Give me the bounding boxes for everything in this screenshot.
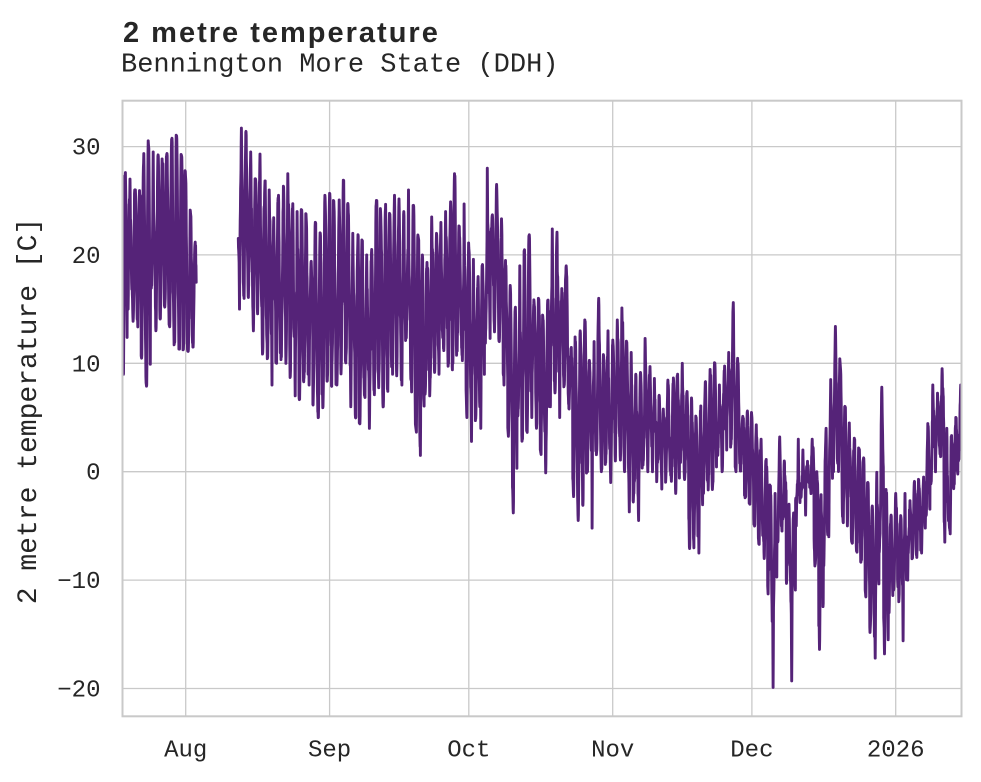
svg-text:10: 10 xyxy=(72,352,101,379)
svg-text:−10: −10 xyxy=(57,569,100,596)
svg-text:2026: 2026 xyxy=(867,738,925,765)
svg-text:30: 30 xyxy=(72,136,101,163)
svg-text:Sep: Sep xyxy=(308,738,351,765)
svg-text:Oct: Oct xyxy=(447,738,490,765)
svg-text:Dec: Dec xyxy=(730,738,773,765)
svg-text:Nov: Nov xyxy=(591,738,634,765)
svg-text:2 metre temperature [C]: 2 metre temperature [C] xyxy=(14,218,45,604)
svg-text:Aug: Aug xyxy=(164,738,207,765)
svg-text:2 metre temperature: 2 metre temperature xyxy=(123,17,440,49)
svg-text:20: 20 xyxy=(72,244,101,271)
svg-text:−20: −20 xyxy=(57,678,100,705)
svg-text:Bennington More State (DDH): Bennington More State (DDH) xyxy=(121,51,558,81)
svg-text:0: 0 xyxy=(86,461,100,488)
